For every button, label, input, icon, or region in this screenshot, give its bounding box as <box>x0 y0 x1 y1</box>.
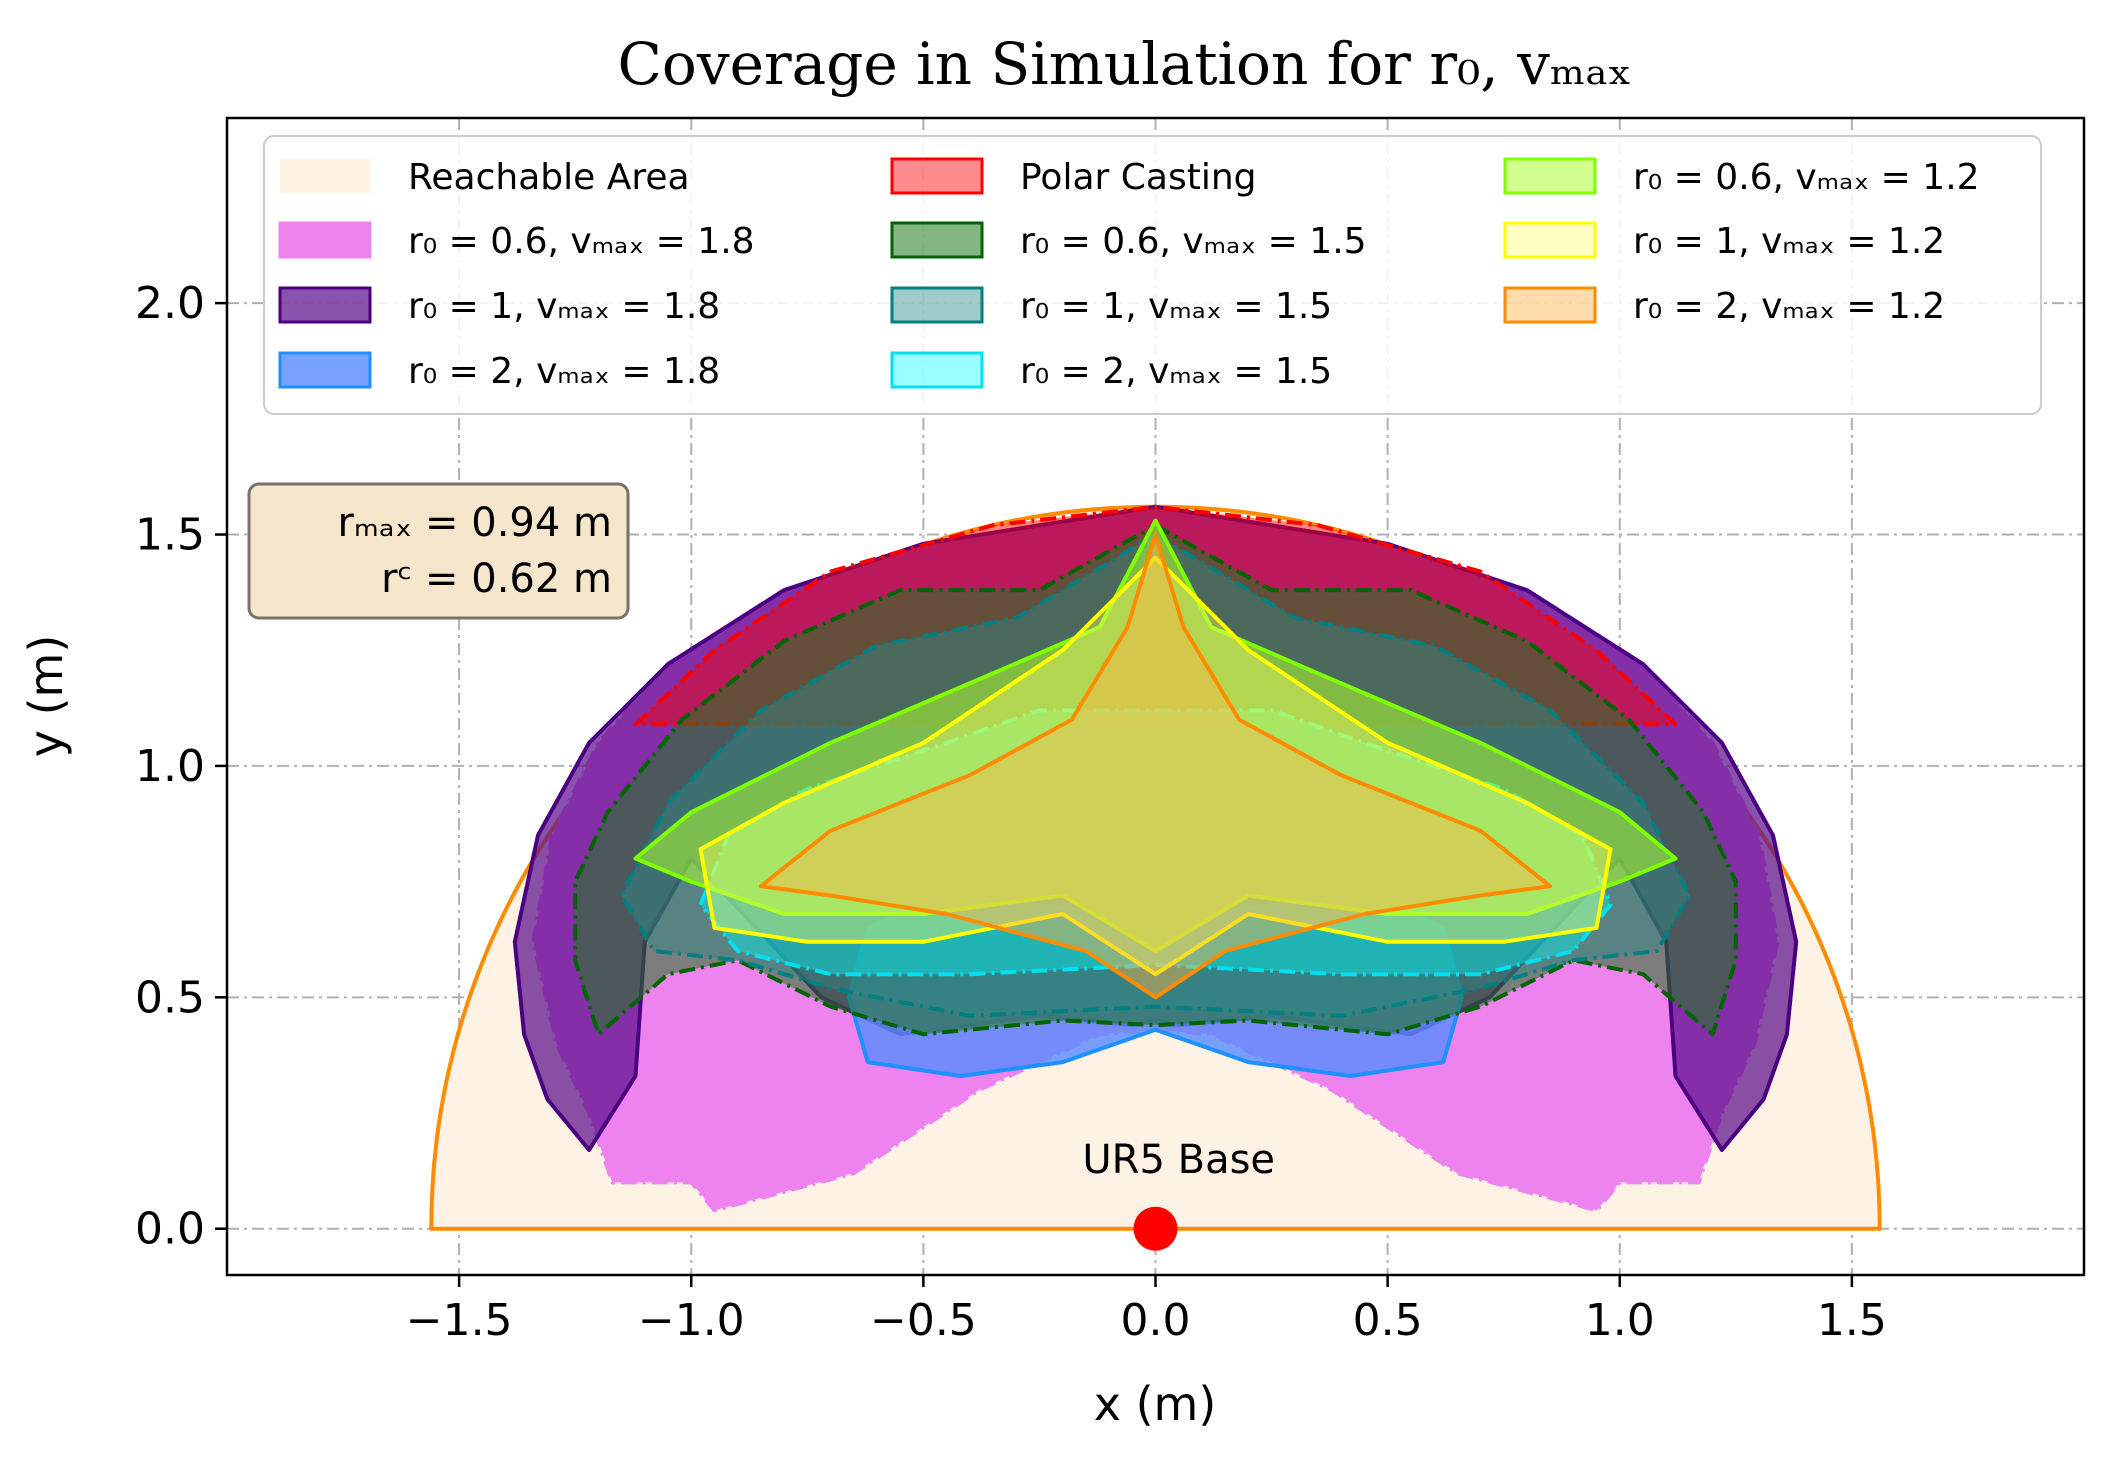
y-tick-label: 1.5 <box>135 510 205 561</box>
annotation-line-rc: rᶜ = 0.62 m <box>381 556 612 602</box>
base-layer: UR5 Base <box>1082 1137 1275 1251</box>
legend-label-1: r₀ = 0.6, vₘₐₓ = 1.8 <box>408 221 755 262</box>
x-tick-label: 1.0 <box>1585 1295 1655 1346</box>
series-area-8 <box>633 518 1678 953</box>
legend-swatch-1 <box>278 221 372 259</box>
legend-swatch-10 <box>1503 286 1597 324</box>
legend-label-4: Polar Casting <box>1020 157 1257 198</box>
legend-label-10: r₀ = 2, vₘₐₓ = 1.2 <box>1633 286 1945 327</box>
annotation-box <box>247 482 630 620</box>
annotation-line-rmax: rₘₐₓ = 0.94 m <box>338 500 612 546</box>
x-tick-label: −1.5 <box>406 1295 513 1346</box>
x-tick-label: −0.5 <box>870 1295 977 1346</box>
legend-frame <box>263 135 2042 415</box>
legend-label-2: r₀ = 1, vₘₐₓ = 1.8 <box>408 286 720 327</box>
y-tick-label: 0.5 <box>135 972 205 1023</box>
y-axis-label: y (m) <box>19 635 73 758</box>
y-tick-label: 0.0 <box>135 1204 205 1255</box>
series-layer <box>429 504 1882 1231</box>
legend-swatch-7 <box>890 351 984 389</box>
legend-swatch-3 <box>278 351 372 389</box>
x-axis-label: x (m) <box>1094 1377 1217 1431</box>
legend-label-0: Reachable Area <box>408 157 690 198</box>
legend-label-9: r₀ = 1, vₘₐₓ = 1.2 <box>1633 221 1945 262</box>
parameter-annotation: rₘₐₓ = 0.94 m rᶜ = 0.62 m <box>247 482 630 620</box>
legend-swatch-4 <box>890 157 984 195</box>
legend-swatch-2 <box>278 286 372 324</box>
y-tick-label: 2.0 <box>135 278 205 329</box>
base-point-marker <box>1133 1206 1178 1251</box>
legend-label-7: r₀ = 2, vₘₐₓ = 1.5 <box>1020 351 1332 392</box>
legend-swatch-6 <box>890 286 984 324</box>
x-tick-label: −1.0 <box>638 1295 745 1346</box>
series-area-9 <box>698 555 1613 977</box>
x-tick-label: 1.5 <box>1817 1295 1887 1346</box>
x-tick-label: 0.0 <box>1121 1295 1191 1346</box>
legend-label-3: r₀ = 2, vₘₐₓ = 1.8 <box>408 351 720 392</box>
legend-label-6: r₀ = 1, vₘₐₓ = 1.5 <box>1020 286 1332 327</box>
y-tick-label: 1.0 <box>135 741 205 792</box>
base-label: UR5 Base <box>1082 1137 1275 1183</box>
series-area-10 <box>758 532 1553 1000</box>
legend-swatch-0 <box>280 159 370 193</box>
legend: Reachable Area r₀ = 0.6, vₘₐₓ = 1.8 r₀ = 1… <box>263 135 2042 415</box>
legend-label-8: r₀ = 0.6, vₘₐₓ = 1.2 <box>1633 157 1980 198</box>
chart-title: Coverage in Simulation for r₀, vₘₐₓ <box>618 30 1633 98</box>
legend-swatch-9 <box>1503 221 1597 259</box>
tick-layer: −1.5 −1.0 −0.5 0.0 0.5 1.0 1.5 0.0 0.5 1.0 1.5 2.0 <box>135 278 1887 1346</box>
x-tick-label: 0.5 <box>1353 1295 1423 1346</box>
legend-swatch-5 <box>890 221 984 259</box>
legend-label-5: r₀ = 0.6, vₘₐₓ = 1.5 <box>1020 221 1367 262</box>
legend-swatch-8 <box>1503 157 1597 195</box>
